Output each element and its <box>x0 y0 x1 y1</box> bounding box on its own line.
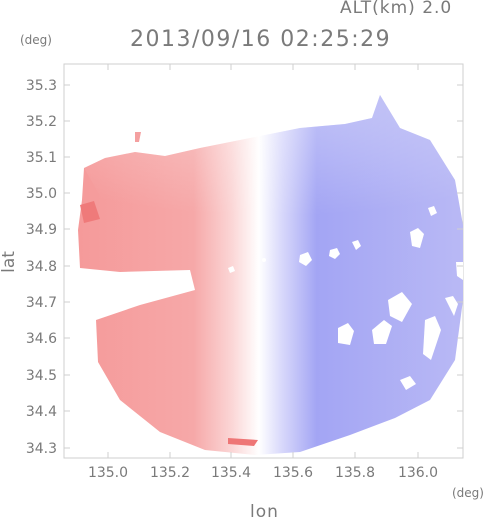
no-echo-gap <box>338 323 354 345</box>
no-echo-gap <box>352 240 361 250</box>
y-tick-label: 35.0 <box>26 186 57 202</box>
no-echo-gap <box>423 316 441 360</box>
observation-timestamp: 2013/09/16 02:25:29 <box>130 27 392 52</box>
y-tick-label: 34.5 <box>26 368 57 384</box>
no-echo-gap <box>228 266 235 273</box>
y-tick-labels: 35.3 35.2 35.1 35.0 34.9 34.8 34.7 34.6 … <box>26 78 57 457</box>
altitude-label: ALT(km) 2.0 <box>340 0 453 18</box>
y-tick-label: 34.9 <box>26 222 57 238</box>
strong-receding-echo <box>80 201 100 223</box>
x-tick-label: 135.8 <box>335 465 375 481</box>
y-tick-label: 34.3 <box>26 441 57 457</box>
no-echo-gap <box>329 248 340 259</box>
y-axis-unit: (deg) <box>20 33 52 47</box>
no-echo-gap <box>400 376 416 390</box>
isolated-echo <box>135 132 141 142</box>
y-tick-label: 34.7 <box>26 295 57 311</box>
x-axis-label: lon <box>250 502 279 522</box>
radar-echo-area <box>78 95 463 455</box>
x-tick-label: 135.2 <box>150 465 190 481</box>
x-tick-labels: 135.0 135.2 135.4 135.6 135.8 136.0 <box>88 465 438 481</box>
y-tick-label: 35.3 <box>26 78 57 94</box>
no-echo-gap <box>299 252 312 266</box>
y-tick-label: 35.1 <box>26 150 57 166</box>
no-echo-gap <box>372 320 392 344</box>
no-echo-gap <box>428 206 437 216</box>
no-echo-gap <box>410 228 424 248</box>
x-tick-label: 136.0 <box>398 465 438 481</box>
tick-marks <box>64 64 463 458</box>
y-tick-label: 34.8 <box>26 259 57 275</box>
x-axis-unit: (deg) <box>452 486 484 500</box>
x-tick-label: 135.4 <box>211 465 251 481</box>
x-tick-label: 135.6 <box>273 465 313 481</box>
y-tick-label: 34.4 <box>26 404 57 420</box>
no-echo-gap <box>445 296 458 316</box>
strong-receding-echo <box>228 438 258 446</box>
x-tick-label: 135.0 <box>88 465 128 481</box>
velocity-field-upper-fade <box>84 95 463 230</box>
y-tick-label: 35.2 <box>26 114 57 130</box>
y-tick-label: 34.6 <box>26 331 57 347</box>
no-echo-gap <box>388 292 412 322</box>
radar-center-marker <box>262 258 266 262</box>
